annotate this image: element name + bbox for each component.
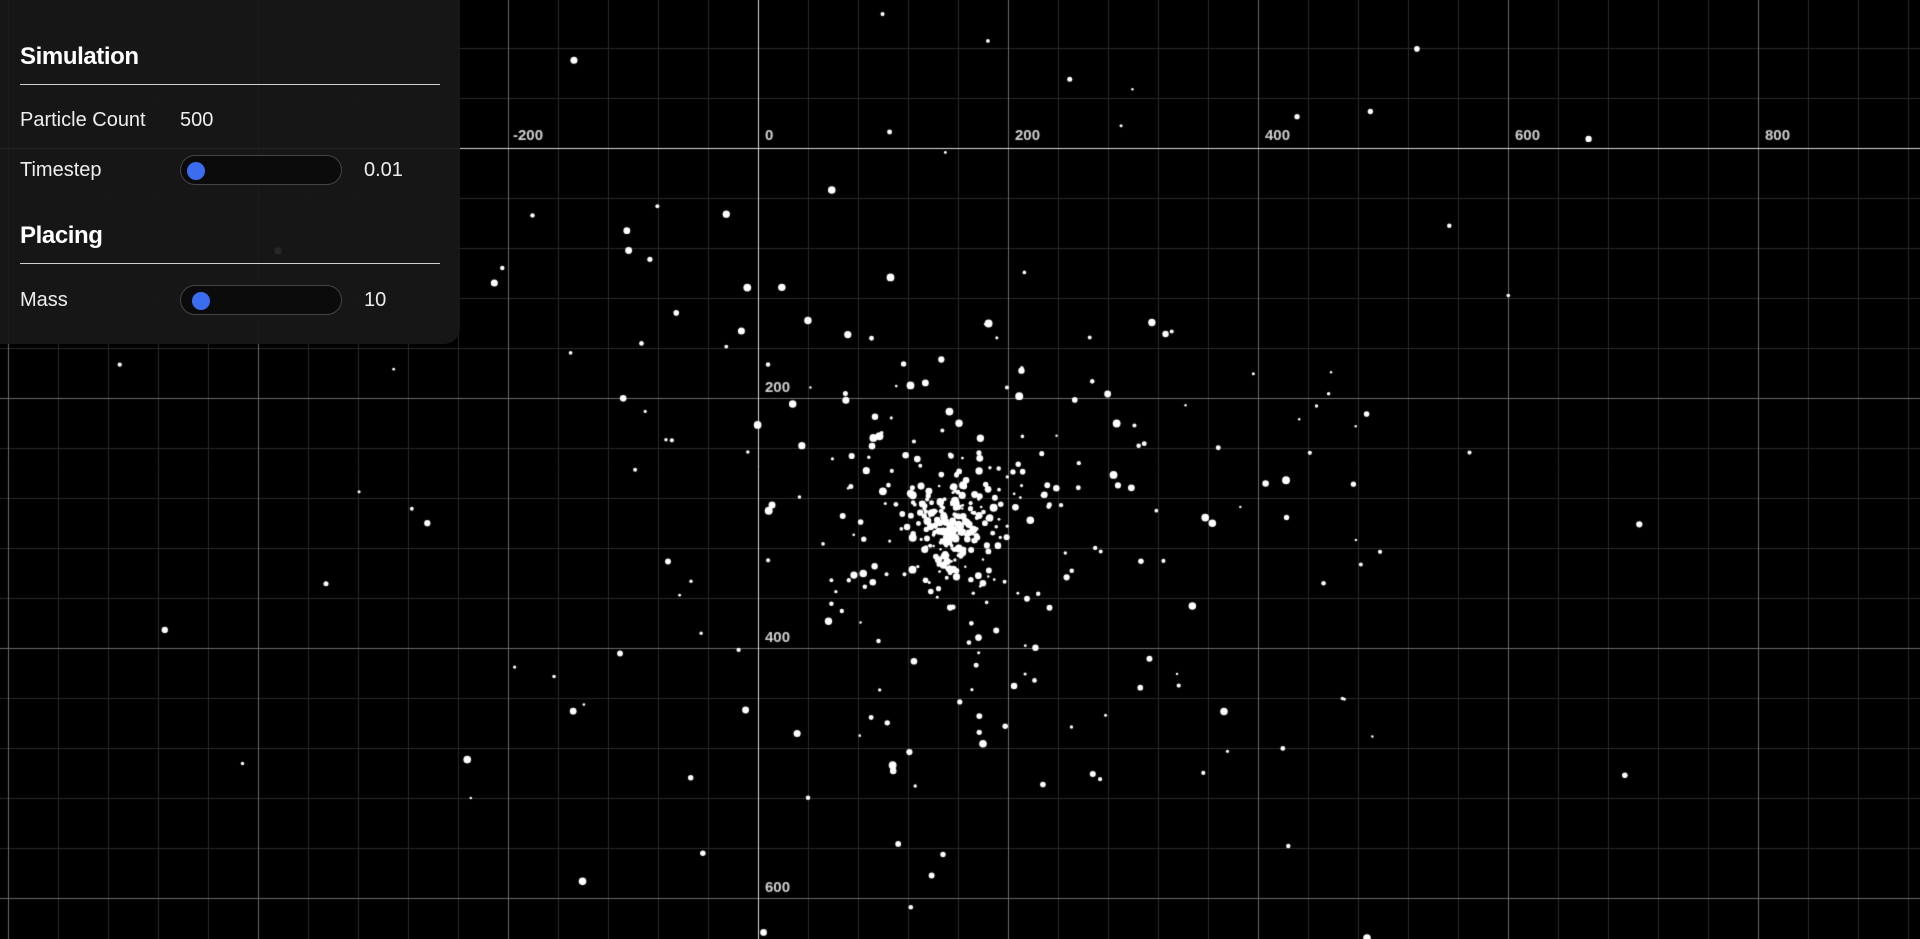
particle-count-label: Particle Count: [20, 108, 146, 131]
timestep-value: 0.01: [364, 158, 403, 181]
mass-value: 10: [364, 288, 387, 311]
timestep-slider-thumb[interactable]: [187, 162, 205, 180]
control-panel: Simulation Particle Count 500 Timestep 0…: [0, 0, 460, 344]
mass-slider-thumb[interactable]: [192, 292, 211, 310]
mass-label: Mass: [20, 288, 68, 311]
placing-divider: [20, 263, 440, 264]
placing-heading: Placing: [20, 222, 103, 249]
particle-count-value: 500: [180, 108, 214, 131]
timestep-slider[interactable]: [180, 155, 342, 185]
timestep-row: Timestep 0.01: [20, 150, 440, 190]
mass-slider[interactable]: [180, 285, 342, 315]
particle-count-row: Particle Count 500: [20, 100, 440, 140]
mass-row: Mass 10: [20, 280, 440, 320]
simulation-divider: [20, 84, 440, 85]
simulation-heading: Simulation: [20, 43, 139, 70]
timestep-label: Timestep: [20, 158, 102, 181]
